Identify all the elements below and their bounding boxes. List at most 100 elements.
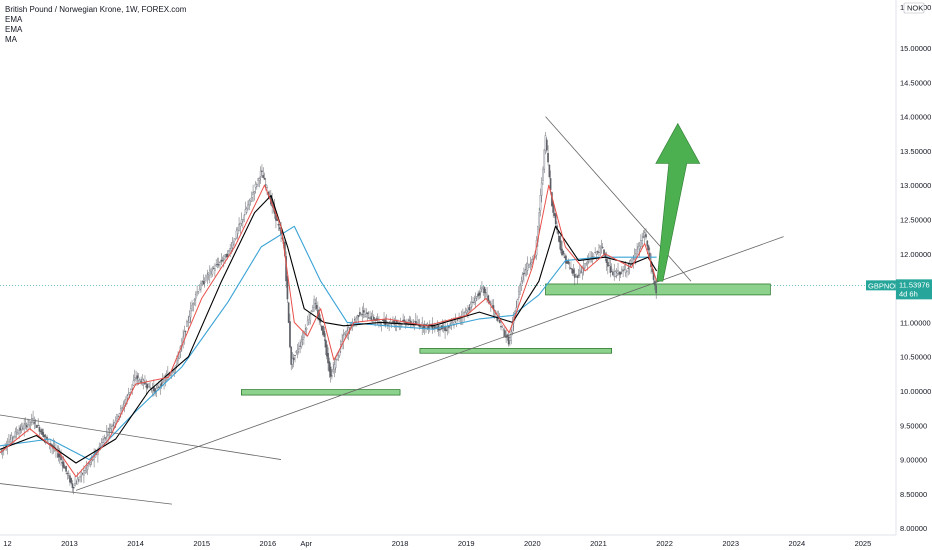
candle-body xyxy=(359,311,361,315)
candle-body xyxy=(208,270,211,276)
time-tick-label: 2014 xyxy=(127,539,144,548)
time-axis[interactable]: 12 2013 2014 2015 2016 Apr 2018 2019 2020 2021 202… xyxy=(0,534,896,548)
legend-indicator-ma[interactable]: MA xyxy=(5,35,17,44)
candle-body xyxy=(446,327,449,329)
candle-body xyxy=(621,269,623,272)
candle-body xyxy=(233,240,235,245)
ema-slow-line xyxy=(0,194,658,464)
candle-body xyxy=(289,321,291,348)
candle-body xyxy=(191,305,193,311)
candle-body xyxy=(24,423,27,425)
candle-body xyxy=(468,307,471,311)
candle-body xyxy=(226,253,229,258)
legend-symbol: British Pound / Norwegian Krone, 1W, FOR… xyxy=(5,5,187,14)
time-tick-label: 2024 xyxy=(788,539,805,548)
candle-body xyxy=(33,422,36,424)
candle-body xyxy=(188,316,191,323)
trend-lines xyxy=(0,116,784,505)
candle-body xyxy=(37,424,39,426)
candle-body xyxy=(301,338,304,340)
old-channel-bottom xyxy=(0,483,172,505)
candle-body xyxy=(236,229,239,234)
candle-body xyxy=(451,322,454,324)
candle-body xyxy=(439,329,441,331)
candle-body xyxy=(328,361,331,372)
candle-body xyxy=(163,379,165,384)
candle-body xyxy=(240,219,243,224)
legend-indicator-ema-1[interactable]: EMA xyxy=(5,15,23,24)
candle-body xyxy=(128,391,131,395)
candle-body xyxy=(132,380,135,386)
candle-body xyxy=(516,299,519,308)
support-zones xyxy=(241,283,771,396)
ticker-label: GBPNOK xyxy=(868,281,900,290)
candle-body xyxy=(262,175,265,178)
candle-body xyxy=(311,307,314,312)
legend-indicator-ema-2[interactable]: EMA xyxy=(5,25,23,34)
candle-body xyxy=(501,326,504,328)
candle-body xyxy=(610,271,613,272)
candle-body xyxy=(361,314,364,315)
time-tick-label: 2015 xyxy=(193,539,210,548)
candle-body xyxy=(263,177,266,180)
candle-body xyxy=(210,268,212,272)
candle-body xyxy=(559,240,562,251)
candle-body xyxy=(565,255,567,264)
candle-body xyxy=(504,330,506,337)
candle-body xyxy=(60,456,62,461)
candle-body xyxy=(314,303,317,305)
candle-body xyxy=(305,328,308,330)
price-tick-label: 14.00000 xyxy=(900,113,931,122)
candle-body xyxy=(261,170,263,172)
candle-body xyxy=(626,270,628,272)
candle-body xyxy=(36,425,38,428)
candle-body xyxy=(65,465,67,472)
price-axis[interactable]: 8.00000 8.50000 9.00000 9.50000 10.00000 10.5… xyxy=(895,0,931,535)
candle-body xyxy=(192,303,195,305)
price-tag-countdown: 4d 6h xyxy=(899,289,918,298)
candle-body xyxy=(219,261,221,263)
candle-body xyxy=(242,219,244,222)
candle-body xyxy=(530,262,533,265)
candle-body xyxy=(642,236,645,238)
candle-body xyxy=(231,242,234,248)
candle-body xyxy=(558,235,561,243)
candle-body xyxy=(542,169,544,181)
candle-body xyxy=(245,208,248,213)
candle-body xyxy=(523,272,525,275)
candle-body xyxy=(554,214,557,225)
candle-body xyxy=(362,310,365,313)
price-tag-value: 11.53976 xyxy=(899,280,930,289)
candle-body xyxy=(186,321,188,327)
candle-body xyxy=(253,191,256,194)
price-tick-label: 10.50000 xyxy=(900,353,931,362)
candle-body xyxy=(325,344,328,357)
price-tick-label: 12.50000 xyxy=(900,215,931,224)
candle-body xyxy=(78,479,80,481)
candle-body xyxy=(173,369,176,373)
long-term-support xyxy=(75,236,784,491)
time-tick-label: 2018 xyxy=(392,539,409,548)
candle-body xyxy=(510,331,513,341)
candle-body xyxy=(103,438,106,444)
candle-body xyxy=(366,312,369,314)
candle-body xyxy=(211,270,214,275)
candle-body xyxy=(154,388,156,394)
old-channel-top xyxy=(0,414,282,460)
candle-body xyxy=(367,317,370,319)
price-tick-label: 13.50000 xyxy=(900,147,931,156)
candle-body xyxy=(221,260,224,262)
time-tick-label: 2022 xyxy=(656,539,673,548)
candle-body xyxy=(647,245,650,251)
candle-body xyxy=(184,330,187,332)
candle-body xyxy=(519,284,521,295)
candle-body xyxy=(595,251,598,255)
candle-body xyxy=(627,268,630,269)
candle-body xyxy=(149,386,151,389)
candle-body xyxy=(296,350,299,353)
candle-body xyxy=(86,465,89,470)
candle-body xyxy=(408,319,411,321)
candle-body xyxy=(524,269,527,274)
support-zone-1 xyxy=(241,389,401,396)
